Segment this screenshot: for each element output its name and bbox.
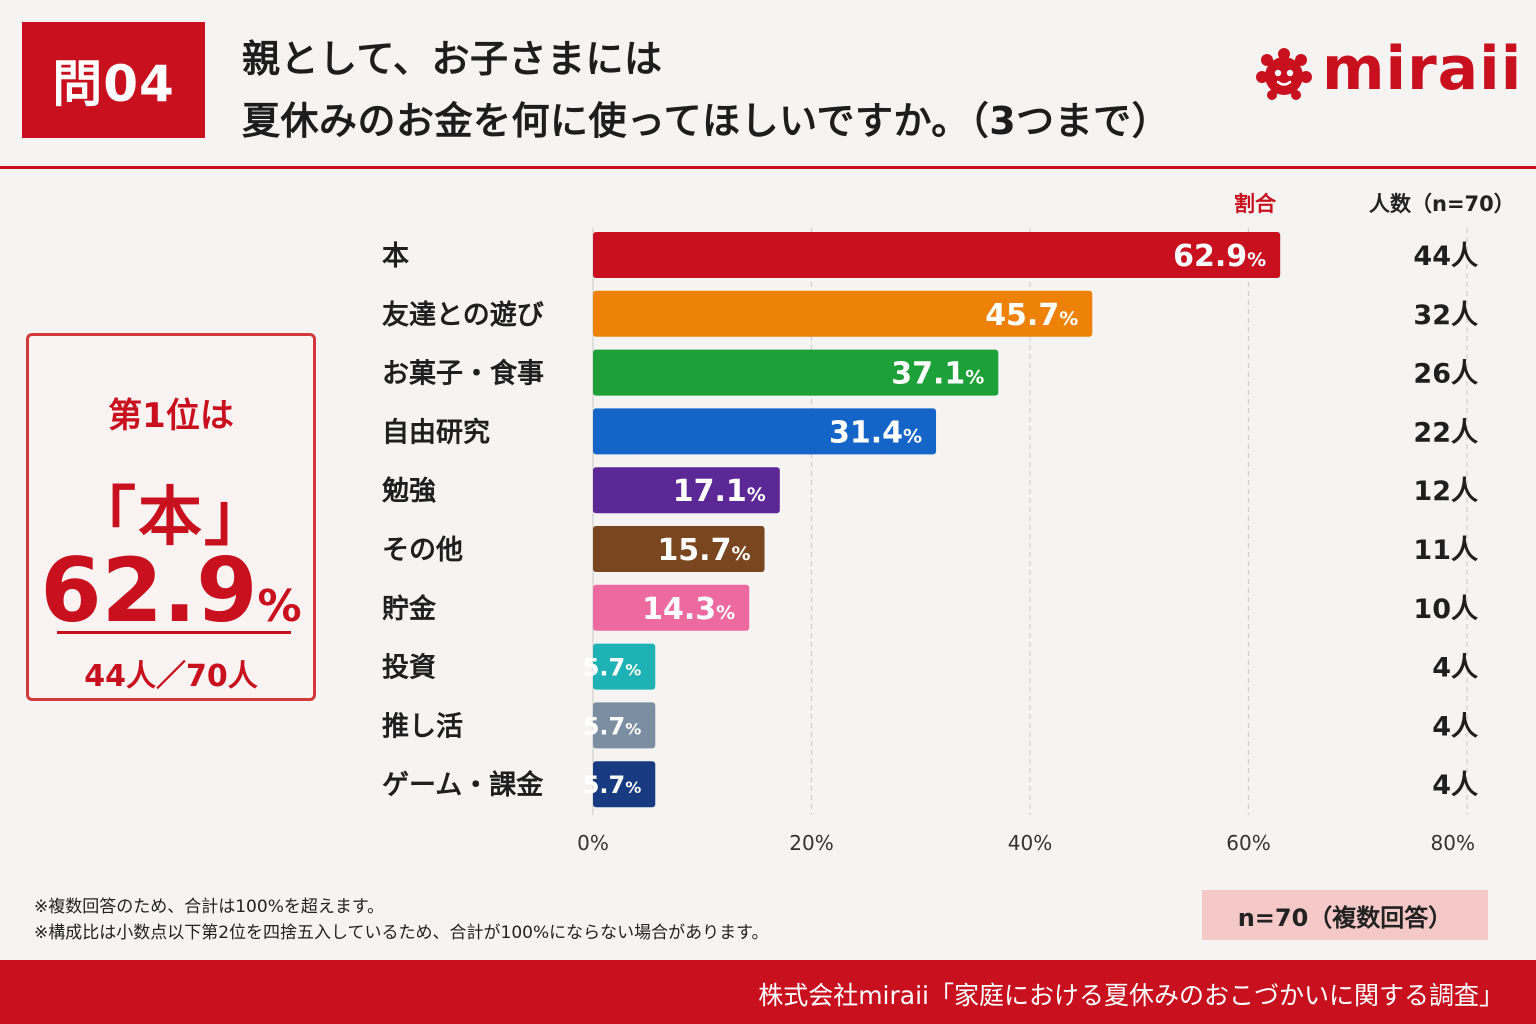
rank-heading: 第1位は (108, 396, 234, 436)
bar (593, 584, 750, 631)
x-tick-label: 80% (1431, 831, 1475, 855)
bar (593, 702, 656, 749)
category-label: 投資 (382, 653, 436, 684)
count-label: 44人 (1413, 241, 1478, 272)
x-tick-label: 60% (1226, 831, 1270, 855)
sample-size-badge: n=70（複数回答） (1202, 890, 1488, 940)
bar-value-label: 14.3% (642, 592, 735, 627)
rank-percent-unit: % (257, 581, 302, 632)
count-column-header: 人数（n=70） (1369, 192, 1515, 216)
count-label: 22人 (1413, 417, 1478, 448)
count-label: 10人 (1413, 594, 1478, 625)
question-badge: 問04 (22, 22, 205, 138)
bar-value-label: 5.7% (583, 654, 642, 682)
rank-percent: 62.9% (29, 541, 313, 657)
category-label: その他 (382, 535, 463, 566)
bar-value-label: 5.7% (583, 771, 642, 799)
category-label: 本 (382, 241, 409, 272)
footnote-1: ※複数回答のため、合計は100%を超えます。 (34, 897, 385, 917)
rank-underline (57, 631, 291, 634)
count-label: 12人 (1413, 476, 1478, 507)
category-label: 推し活 (382, 711, 463, 742)
rank-item: 「本」 (72, 481, 270, 555)
logo-text: miraii (1322, 34, 1523, 104)
bar (593, 526, 765, 572)
count-label: 32人 (1413, 300, 1478, 331)
x-tick-label: 40% (1008, 831, 1052, 855)
top-rank-box: 第1位は 「本」 62.9% 44人／70人 (26, 333, 316, 701)
bar (593, 290, 1093, 337)
footnote-2: ※構成比は小数点以下第2位を四捨五入しているため、合計が100%にならない場合が… (34, 923, 769, 943)
x-tick-label: 0% (577, 831, 609, 855)
count-label: 4人 (1432, 653, 1478, 684)
bar-value-label: 17.1% (673, 474, 766, 509)
category-label: 勉強 (381, 476, 436, 507)
mascot-icon (1256, 48, 1312, 100)
bar (593, 349, 999, 396)
category-label: 自由研究 (382, 416, 490, 448)
bar-value-label: 62.9% (1173, 239, 1266, 274)
bar (593, 467, 780, 514)
count-label: 4人 (1432, 711, 1478, 742)
page-title-line-1: 親として、お子さまには (242, 37, 663, 81)
category-label: ゲーム・課金 (382, 769, 544, 801)
bar-value-label: 15.7% (657, 533, 750, 568)
count-label: 11人 (1413, 535, 1478, 566)
page-title-line-2: 夏休みのお金を何に使ってほしいですか。（3つまで） (242, 99, 1171, 143)
category-label: お菓子・食事 (382, 358, 544, 390)
rate-column-header: 割合 (1234, 192, 1276, 216)
rank-percent-value: 62.9 (40, 539, 258, 642)
bar (593, 408, 937, 455)
footer-bar: 株式会社miraii「家庭における夏休みのおこづかいに関する調査」 (0, 960, 1536, 1024)
count-label: 26人 (1413, 359, 1478, 390)
rank-count: 44人／70人 (84, 659, 258, 694)
category-label: 貯金 (382, 593, 437, 625)
category-label: 友達との遊び (382, 300, 544, 331)
bar-value-label: 31.4% (829, 415, 922, 450)
bar-value-label: 5.7% (583, 712, 642, 740)
bar (593, 761, 656, 808)
header-divider (0, 166, 1536, 169)
miraii-logo: miraii (1254, 34, 1521, 106)
bar (593, 643, 656, 690)
x-tick-label: 20% (789, 831, 833, 855)
bar (593, 232, 1281, 278)
count-label: 4人 (1432, 770, 1478, 801)
bar-value-label: 37.1% (891, 357, 984, 392)
bar-value-label: 45.7% (985, 298, 1078, 333)
source-citation: 株式会社miraii「家庭における夏休みのおこづかいに関する調査」 (758, 981, 1504, 1010)
